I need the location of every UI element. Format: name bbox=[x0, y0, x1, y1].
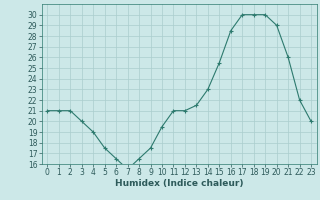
X-axis label: Humidex (Indice chaleur): Humidex (Indice chaleur) bbox=[115, 179, 244, 188]
